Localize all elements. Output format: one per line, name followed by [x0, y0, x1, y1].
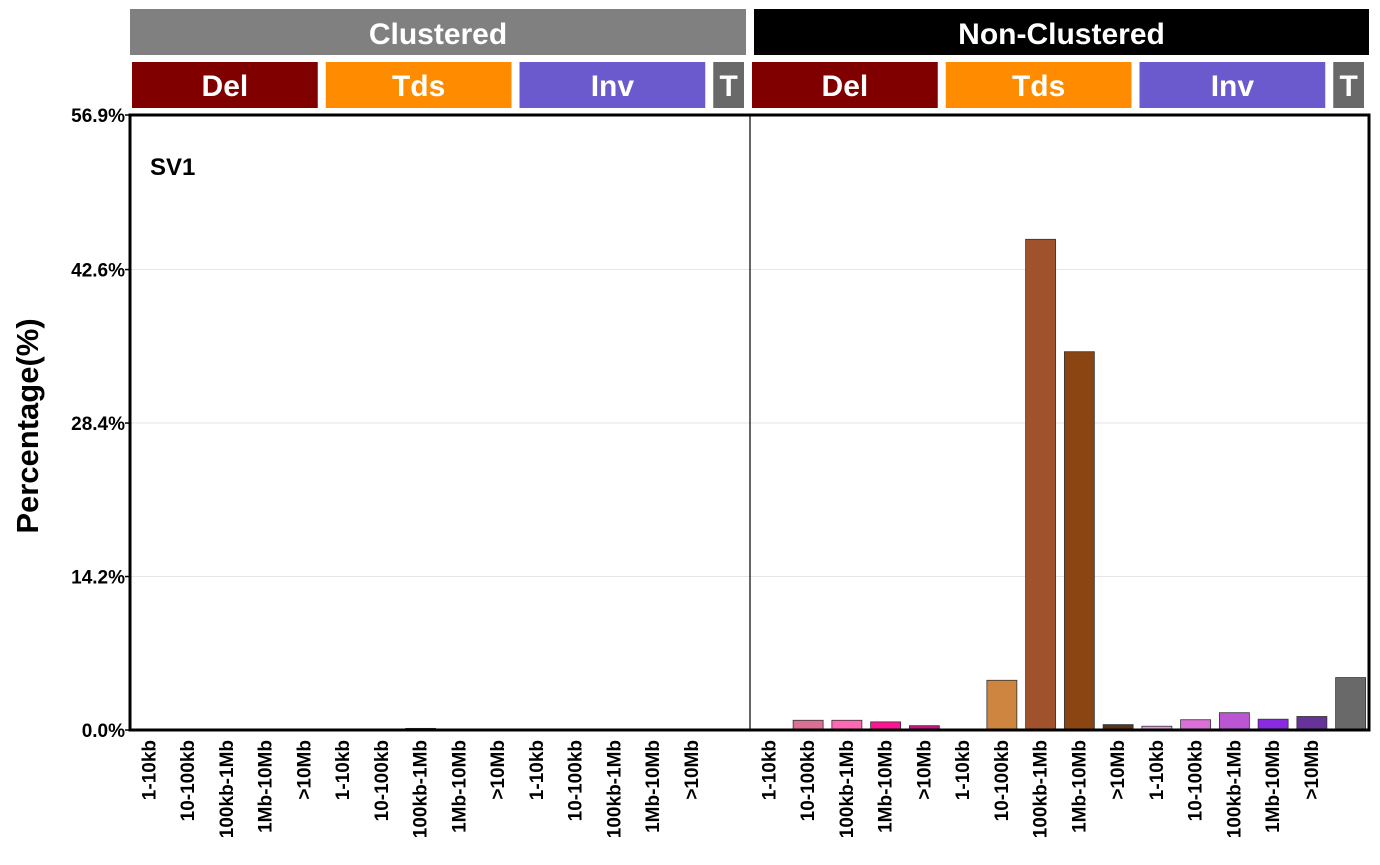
subgroup-header-bar: [519, 62, 706, 108]
x-tick-label: 10-100kb: [178, 740, 199, 821]
x-tick-label: 10-100kb: [1186, 740, 1207, 821]
x-tick-label: 100kb-1Mb: [837, 740, 858, 838]
bar: [1025, 238, 1057, 731]
y-tick-label: 56.9%: [71, 106, 125, 127]
group-headers: Clustered Del Tds Inv T Non-Clustered Del Tds In…: [130, 9, 1369, 108]
x-tick-label: >10Mb: [488, 740, 509, 800]
subgroup-header-label: Tds: [392, 70, 445, 103]
subgroup-header-label: Del: [822, 70, 869, 103]
subgroup-header-bar: [1139, 62, 1326, 108]
x-tick-label: >10Mb: [682, 740, 703, 800]
x-tick-label: 100kb-1Mb: [1224, 740, 1245, 838]
bar: [1296, 716, 1328, 731]
x-tick-label: 1Mb-10Mb: [1069, 740, 1090, 833]
y-tick-label: 0.0%: [82, 721, 125, 742]
x-tick-label: 10-100kb: [798, 740, 819, 821]
plot-frame: [128, 113, 1371, 732]
subgroup-header-bar: [752, 62, 938, 108]
group-header-label: Clustered: [369, 18, 507, 51]
x-tick-label: 10-100kb: [566, 740, 587, 821]
x-tick-label: >10Mb: [294, 740, 315, 800]
x-tick-label: 1-10kb: [1147, 740, 1168, 800]
x-tick-label: 1Mb-10Mb: [876, 740, 897, 833]
y-tick-label: 42.6%: [71, 261, 125, 282]
x-tick-label: 1-10kb: [759, 740, 780, 800]
subgroup-header-bar: [1333, 62, 1364, 108]
bar: [1257, 718, 1289, 731]
x-tick-label: >10Mb: [1108, 740, 1129, 800]
group-header-bar: [130, 9, 746, 55]
group-header-label: Non-Clustered: [958, 18, 1165, 51]
x-tick-label: 100kb-1Mb: [411, 740, 432, 838]
group-header-bar: [754, 9, 1369, 55]
subgroup-header-label: Tds: [1012, 70, 1065, 103]
x-tick-label: 1-10kb: [333, 740, 354, 800]
subgroup-header-bar: [132, 62, 318, 108]
bar: [1180, 719, 1212, 731]
x-tick-label: 1-10kb: [527, 740, 548, 800]
bar: [1063, 351, 1095, 731]
y-tick-label: 28.4%: [71, 414, 125, 435]
subgroup-header-label: T: [719, 70, 737, 103]
x-tick-label: 1Mb-10Mb: [643, 740, 664, 833]
subgroup-header-bar: [945, 62, 1132, 108]
x-tick-label: >10Mb: [914, 740, 935, 800]
axes: 0.0% 14.2% 28.4% 42.6% 56.9% 1-10kb 10-100kb 10…: [71, 106, 1323, 838]
x-tick-label: 1Mb-10Mb: [1263, 740, 1284, 833]
subgroup-header-label: T: [1339, 70, 1357, 103]
x-tick-label: 1-10kb: [139, 740, 160, 800]
x-tick-label: 1-10kb: [953, 740, 974, 800]
subgroup-header-bar: [325, 62, 512, 108]
y-axis-title: Percentage(%): [10, 318, 45, 533]
subgroup-header-label: Inv: [1211, 70, 1255, 103]
x-tick-label: 100kb-1Mb: [604, 740, 625, 838]
x-tick-label: >10Mb: [1302, 740, 1323, 800]
bar: [1335, 677, 1367, 731]
bar: [1218, 712, 1250, 731]
subgroup-header-label: Del: [202, 70, 249, 103]
x-tick-label: 10-100kb: [992, 740, 1013, 821]
x-tick-label: 10-100kb: [372, 740, 393, 821]
x-tick-label: 1Mb-10Mb: [256, 740, 277, 833]
x-tick-label: 100kb-1Mb: [1031, 740, 1052, 838]
bars: [405, 238, 1367, 731]
x-tick-label: 1Mb-10Mb: [449, 740, 470, 833]
subgroup-header-bar: [713, 62, 744, 108]
subgroup-header-label: Inv: [591, 70, 635, 103]
x-tick-label: 100kb-1Mb: [217, 740, 238, 838]
y-tick-label: 14.2%: [71, 568, 125, 589]
panel-label: SV1: [150, 154, 195, 181]
bar: [986, 679, 1018, 731]
